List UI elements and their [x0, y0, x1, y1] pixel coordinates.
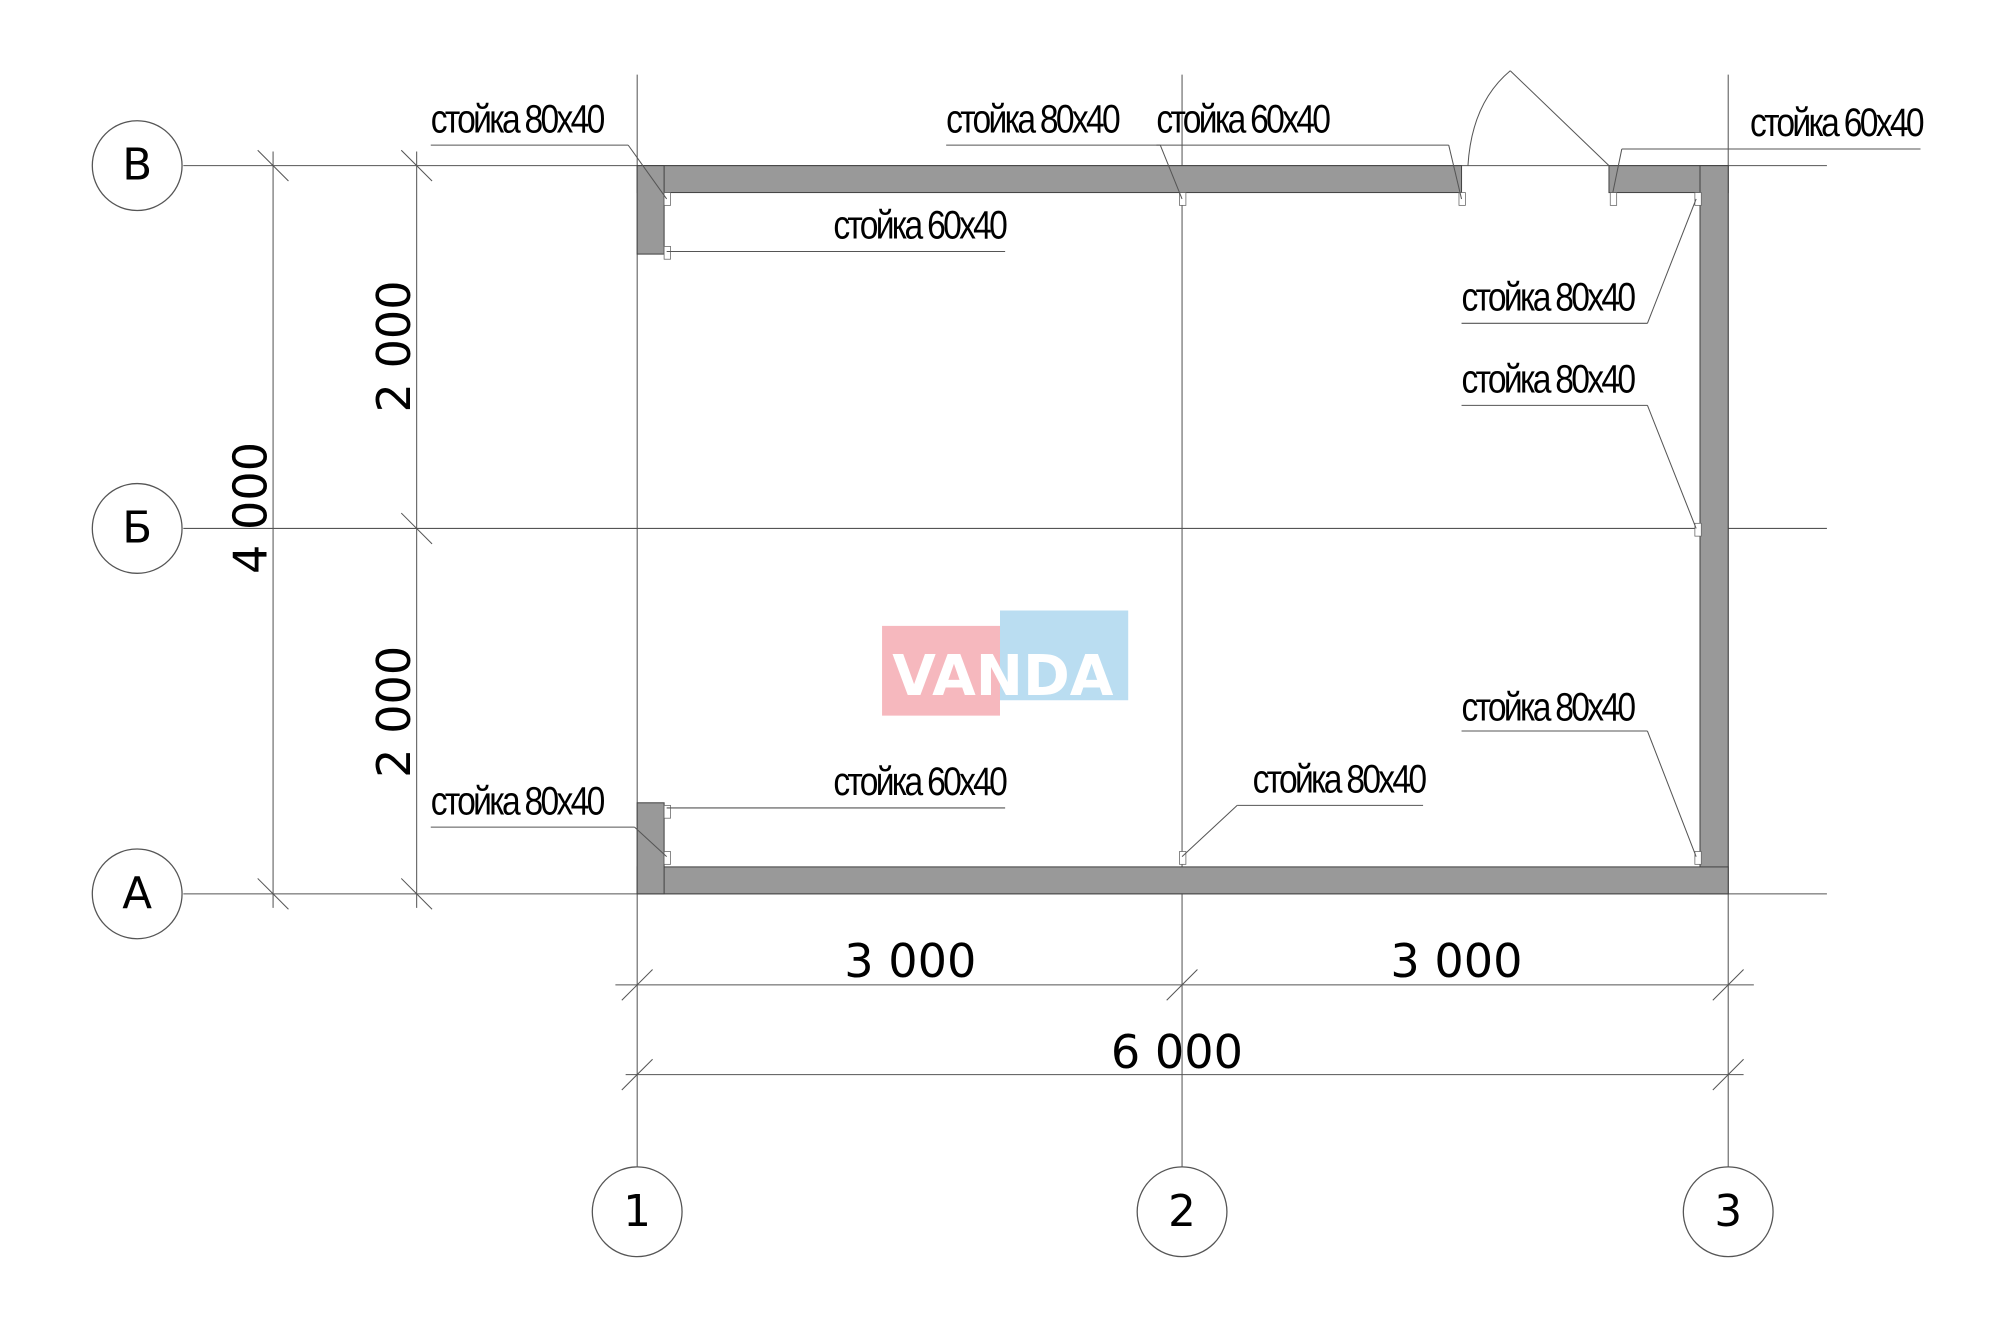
wall-segment: [1699, 165, 1729, 895]
axis-marker-circle: [591, 1166, 683, 1258]
dimension-tick: [1712, 1058, 1744, 1091]
dimension-label-horizontal-left: 3 000: [844, 934, 976, 988]
wall-segment: [636, 802, 665, 895]
post: [1694, 851, 1702, 865]
post: [663, 804, 671, 819]
watermark-text: VANDA: [892, 644, 1114, 709]
dimension-label-horizontal-right: 3 000: [1390, 934, 1522, 988]
post: [663, 851, 671, 865]
dimension-tick: [621, 969, 653, 1001]
post-label: стойка 80x40: [431, 779, 605, 823]
dimension-tick: [400, 149, 433, 182]
axis-marker-row: В: [122, 141, 152, 191]
door-swing-arc: [1467, 70, 1511, 166]
dimension-tick: [400, 878, 433, 910]
dimension-label-vertical-upper: 2 000: [367, 280, 421, 412]
post: [1694, 192, 1702, 206]
post: [663, 192, 671, 206]
post: [1179, 851, 1187, 865]
axis-markers: В Б А 1 2 3: [91, 120, 1774, 1258]
wall-segment: [636, 165, 1463, 194]
post: [1609, 192, 1618, 206]
leader-line: [1181, 804, 1238, 858]
dimension-tick: [400, 512, 433, 545]
dimension-tick: [1712, 969, 1744, 1001]
dimension-texts: 2 000 2 000 4 000 3 000 3 000 6 000: [224, 280, 1523, 1079]
leader-line: [1646, 198, 1697, 324]
walls: [636, 165, 1729, 895]
post-label: стойка 60x40: [833, 760, 1007, 804]
post-label: стойка 80x40: [1462, 686, 1636, 730]
axis-marker-column: 2: [1168, 1187, 1196, 1237]
post-labels: стойка 80x40 стойка 80x40 стойка 60x40 стой…: [431, 97, 1927, 858]
leader-line: [1612, 148, 1623, 193]
leader-line: [1448, 144, 1463, 200]
post-label: стойка 60x40: [833, 204, 1007, 248]
post: [1458, 192, 1466, 206]
door-leaf: [1509, 70, 1610, 166]
axis-marker-circle: [1682, 1166, 1774, 1258]
post: [1694, 522, 1702, 537]
watermark-logo: VANDA: [882, 610, 1129, 716]
post-label: стойка 80x40: [946, 97, 1120, 141]
leader-line: [1646, 405, 1697, 529]
axis-marker-circle: [91, 120, 183, 212]
post: [663, 246, 671, 260]
wall-segment: [636, 165, 665, 255]
post-label: стойка 80x40: [1253, 758, 1427, 802]
post-label: стойка 80x40: [1462, 358, 1636, 402]
axis-marker-column: 3: [1714, 1187, 1742, 1237]
dimension-tick: [1166, 969, 1198, 1001]
dimension-tick: [621, 1058, 653, 1091]
leader-line: [1159, 144, 1183, 200]
dimension-lines: [257, 149, 1754, 1091]
dimension-tick: [257, 878, 289, 910]
axis-marker-row: А: [122, 869, 152, 919]
axis-marker-circle: [1136, 1166, 1228, 1258]
axis-marker-circle: [91, 482, 183, 574]
post-label: стойка 60x40: [1750, 101, 1924, 145]
dimension-label-horizontal-total: 6 000: [1111, 1025, 1243, 1079]
dimension-label-vertical-total: 4 000: [224, 442, 278, 574]
dimension-label-vertical-lower: 2 000: [367, 646, 421, 778]
door: [1467, 70, 1610, 166]
dimension-tick: [257, 149, 289, 182]
axis-marker-circle: [91, 848, 183, 940]
leader-line: [627, 144, 668, 200]
axis-marker-row: Б: [122, 503, 152, 553]
leader-line: [634, 826, 668, 858]
post: [1179, 192, 1187, 206]
post-label: стойка 80x40: [1462, 276, 1636, 320]
post-label: стойка 80x40: [431, 97, 605, 141]
wall-segment: [636, 866, 1729, 895]
axis-marker-column: 1: [623, 1187, 651, 1237]
post-label: стойка 60x40: [1156, 97, 1330, 141]
leader-line: [1646, 730, 1697, 857]
